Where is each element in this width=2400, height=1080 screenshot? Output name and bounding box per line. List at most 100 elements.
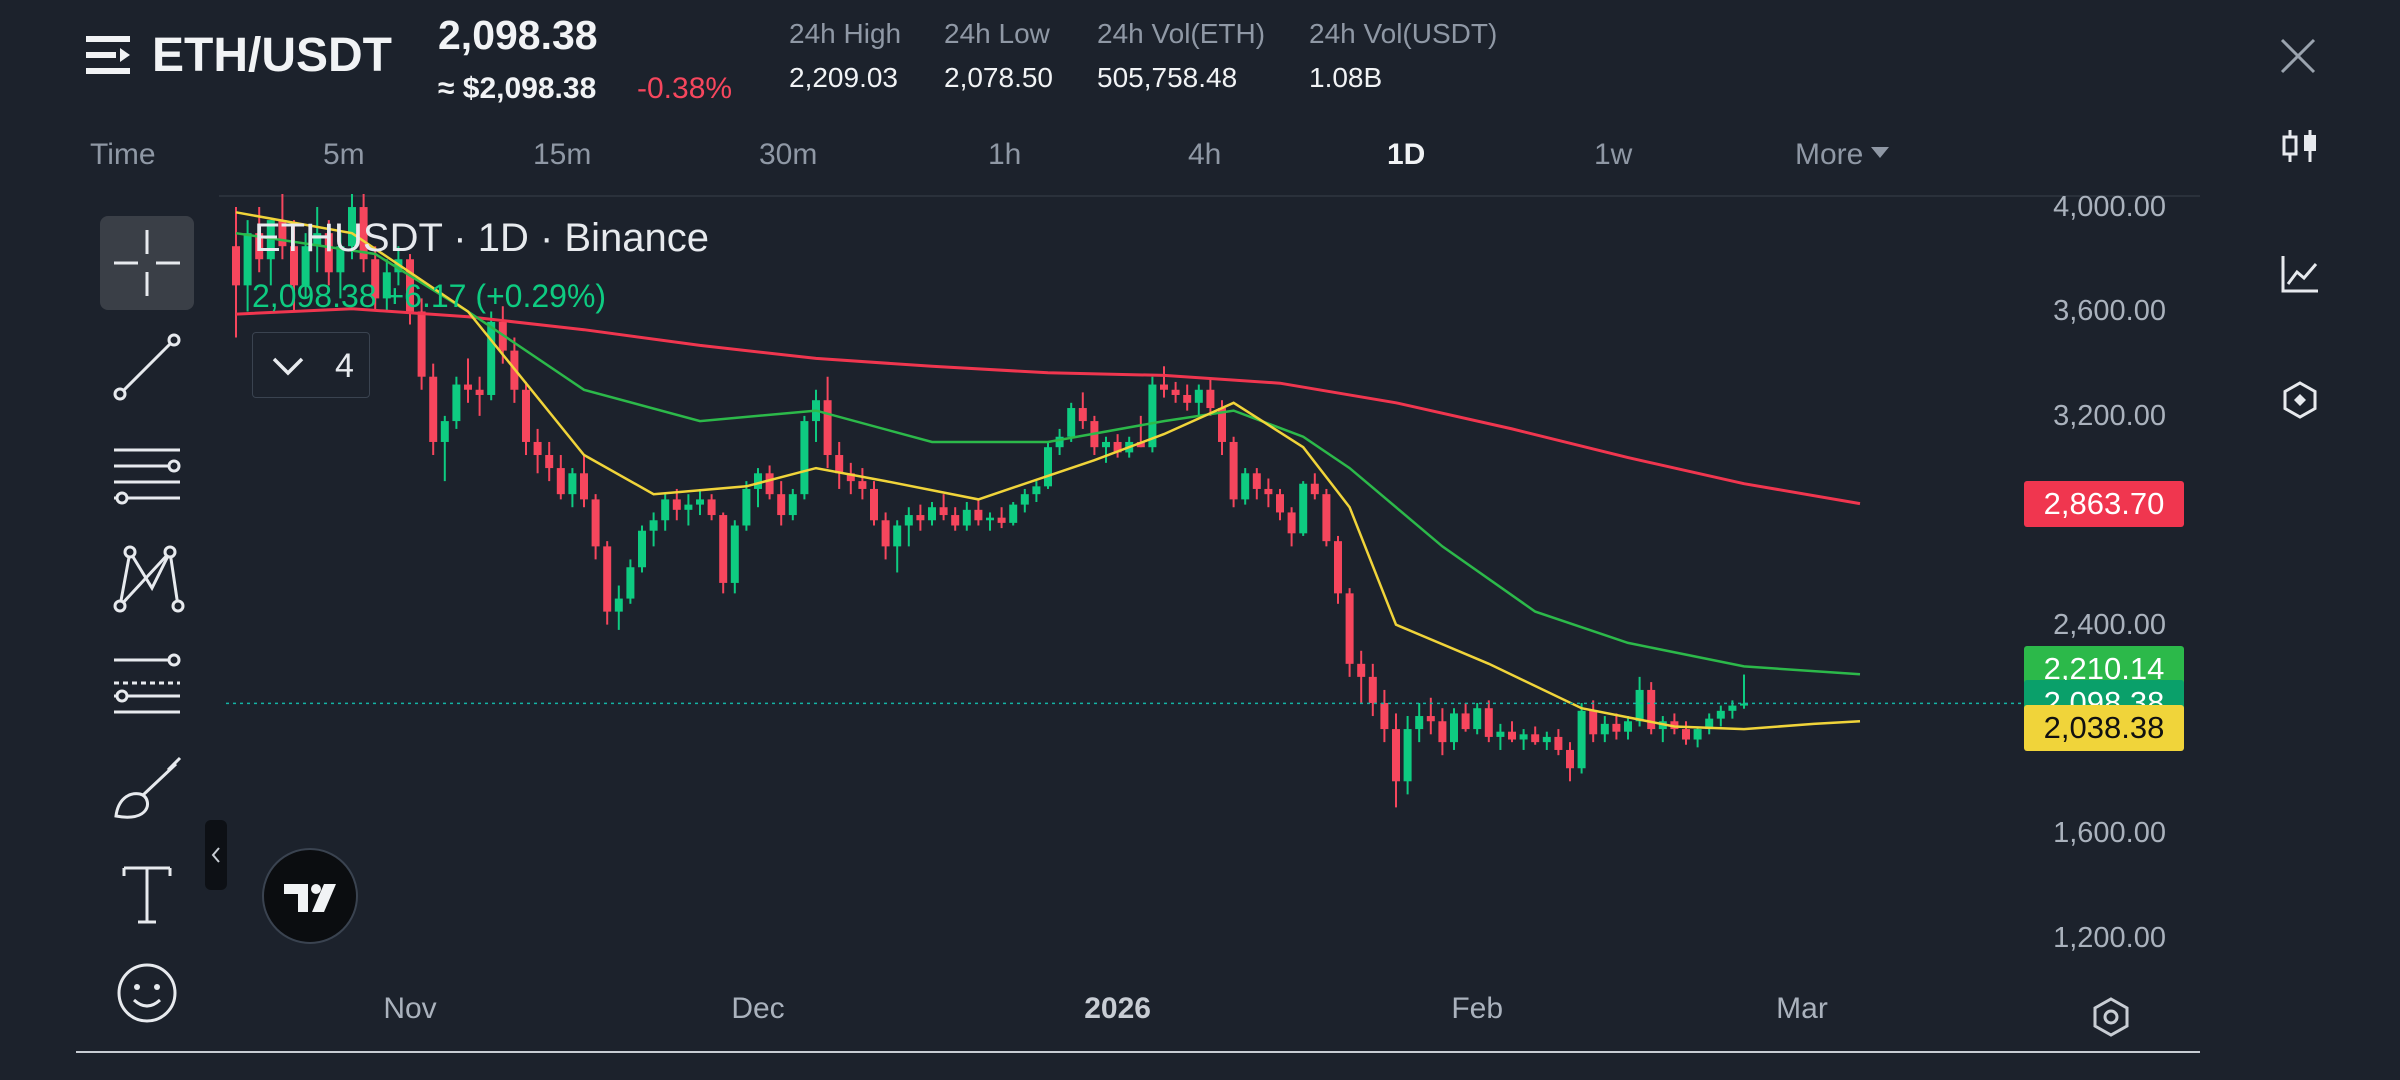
candle-body (429, 376, 438, 442)
candle-body (266, 220, 275, 260)
candle-body (1171, 389, 1180, 395)
candle-body (696, 499, 704, 505)
y-tick-label: 1,600.00 (2053, 817, 2166, 850)
candle-body (1287, 512, 1296, 534)
candle-body (1740, 703, 1748, 706)
candle-body (986, 517, 994, 521)
indicator-toggle[interactable]: 4 (252, 332, 370, 398)
tf-30m[interactable]: 30m (759, 138, 818, 171)
candle-body (1136, 441, 1145, 448)
tradingview-logo (262, 848, 358, 944)
tradingview-logo-icon (284, 884, 336, 912)
layers-icon[interactable] (2280, 380, 2320, 420)
x-tick-label: Feb (1451, 992, 1504, 1025)
candle-body (1531, 734, 1540, 743)
candle-body (1496, 731, 1505, 737)
price-chart[interactable]: 4,000.00 3,600.00 3,200.00 2,400.00 1,600.00… (76, 191, 2200, 1052)
symbol-pair[interactable]: ETH/USDT (152, 29, 392, 82)
candle-body (649, 520, 658, 531)
crosshair-tool[interactable] (100, 216, 194, 310)
candle-body (1310, 483, 1319, 495)
candle-body (1438, 721, 1447, 743)
chart-settings-icon[interactable] (2090, 996, 2132, 1038)
candle-body (1218, 408, 1226, 442)
chart-canvas[interactable] (76, 194, 2200, 1052)
candle-body (939, 507, 948, 516)
candle-body (545, 455, 554, 469)
candle-body (638, 530, 646, 568)
candle-body (1566, 749, 1574, 769)
last-price: 2,098.38 (438, 12, 598, 58)
candle-body (1635, 689, 1644, 722)
candle-body (962, 509, 971, 526)
candle-body (1380, 702, 1389, 730)
candle-body (522, 389, 530, 442)
ma-long-line (235, 307, 1861, 506)
candle-body (290, 246, 298, 286)
caret-down-icon (1871, 147, 1890, 158)
text-tool[interactable] (100, 846, 194, 940)
x-tick-label: 2026 (1084, 992, 1151, 1025)
candle-body (1078, 408, 1087, 422)
candle-body (1102, 441, 1110, 448)
candle-body (916, 515, 925, 521)
stat-value-high: 2,209.03 (789, 62, 898, 93)
candle-body (1426, 716, 1435, 722)
candle-body (440, 421, 449, 442)
tf-more[interactable]: More (1795, 138, 1890, 172)
y-tick-label: 4,000.00 (2053, 191, 2166, 224)
candle-body (452, 384, 461, 422)
candle-body (603, 546, 612, 612)
tf-1h[interactable]: 1h (988, 138, 1022, 171)
candle-body (1508, 731, 1516, 740)
tf-15m[interactable]: 15m (533, 138, 592, 171)
ma-mid-line (235, 231, 1861, 676)
tf-time[interactable]: Time (90, 138, 156, 171)
fib-tool[interactable] (100, 636, 194, 730)
candle-body (1519, 734, 1528, 740)
trendline-tool[interactable] (100, 320, 194, 414)
tf-4h[interactable]: 4h (1188, 138, 1222, 171)
candle-body (614, 598, 623, 612)
tf-1d[interactable]: 1D (1387, 138, 1426, 171)
y-tick-label: 3,600.00 (2053, 295, 2166, 328)
menu-icon[interactable] (86, 34, 130, 76)
candle-body (1403, 729, 1412, 782)
tf-1w[interactable]: 1w (1594, 138, 1633, 171)
pattern-icon (113, 545, 185, 613)
candle-body (788, 494, 797, 516)
candle-body (1113, 441, 1122, 453)
candle-body (1670, 721, 1679, 730)
candle-body (1415, 716, 1424, 730)
indicator-icon[interactable] (2280, 254, 2320, 294)
candle-body (974, 509, 983, 521)
x-tick-label: Dec (731, 992, 785, 1025)
candle-body (1345, 593, 1354, 664)
candle-body (313, 233, 322, 247)
candle-body (1728, 705, 1737, 711)
y-tick-label: 2,400.00 (2053, 608, 2166, 641)
brush-tool[interactable] (100, 740, 194, 834)
candle-body (904, 515, 913, 526)
candle-body (661, 499, 670, 521)
x-tick-label: Mar (1776, 992, 1828, 1025)
candles-icon[interactable] (2280, 126, 2320, 166)
candle-body (1183, 394, 1192, 403)
pattern-tool[interactable] (100, 532, 194, 626)
tf-5m[interactable]: 5m (323, 138, 365, 171)
candle-body (371, 259, 380, 299)
candles-layer (232, 194, 1748, 808)
candle-body (1368, 676, 1377, 703)
candle-body (1542, 736, 1551, 743)
candle-body (533, 441, 542, 456)
close-icon[interactable] (2278, 36, 2318, 76)
candle-body (672, 499, 681, 510)
usd-price: ≈ $2,098.38 (438, 72, 597, 105)
collapse-toolbar-button[interactable] (205, 820, 227, 890)
candle-body (1577, 710, 1586, 769)
stat-value-low: 2,078.50 (944, 62, 1053, 93)
candle-body (556, 468, 565, 495)
parallel-lines-tool[interactable] (100, 426, 194, 520)
candle-body (1624, 721, 1632, 732)
emoji-tool[interactable] (100, 946, 194, 1040)
